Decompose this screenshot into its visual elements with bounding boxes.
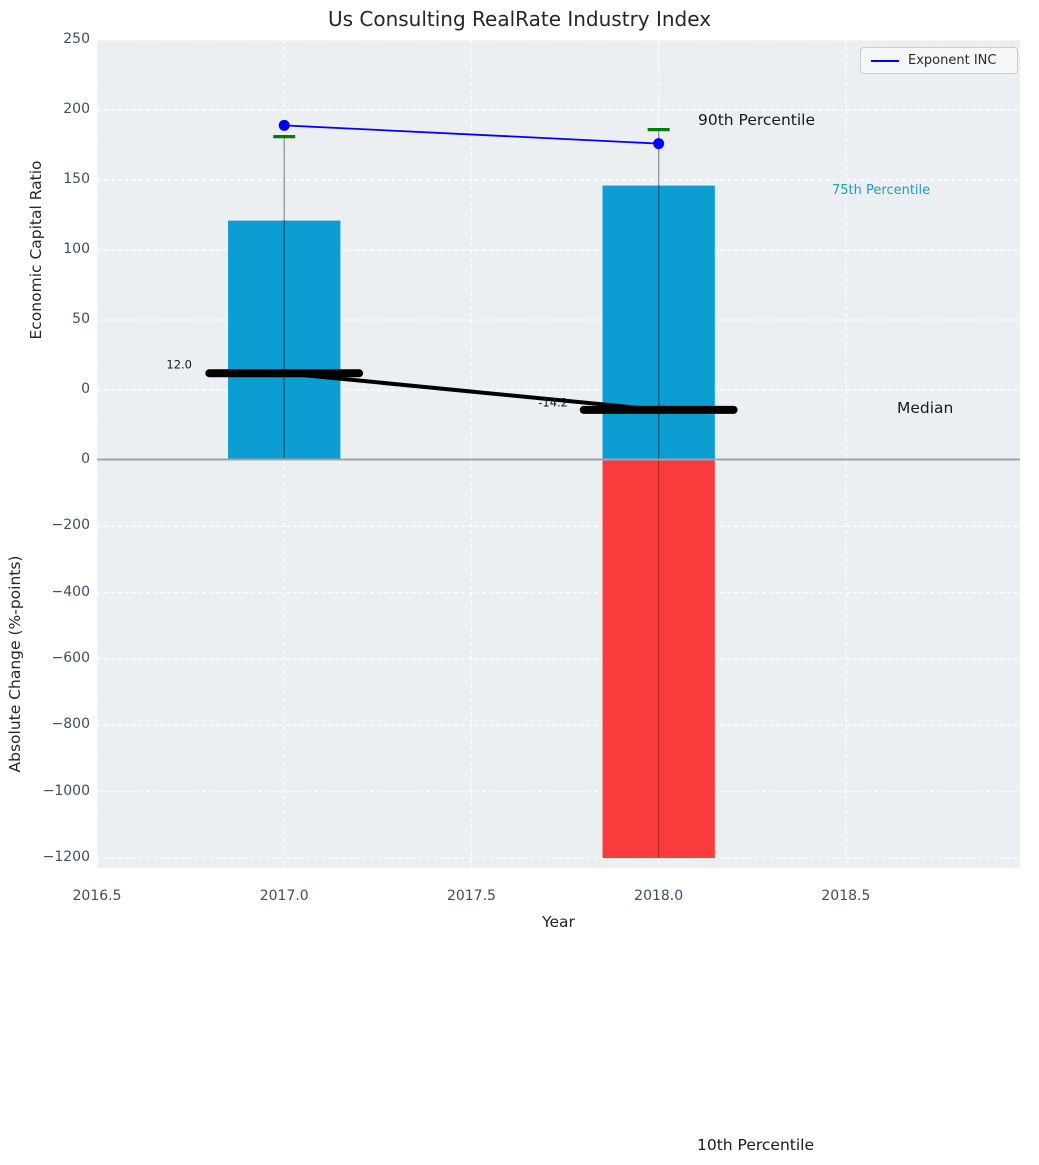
y-tick-label-top: 150 [63,171,90,187]
y-tick-label-bottom: −200 [51,517,90,534]
y-tick-label-top: 200 [63,101,90,117]
x-tick-label: 2017.0 [259,888,309,904]
x-tick-label: 2018.0 [634,888,684,904]
annotation-label-median: Median [897,399,954,418]
y-tick-label-top: 50 [72,311,90,327]
y-tick-label-bottom: 0 [81,451,90,467]
y-axis-label-bottom: Absolute Change (%-points) [6,555,24,773]
annotation-median-value-2018: -14.2 [538,395,568,410]
y-tick-label-bottom: −400 [51,583,90,600]
y-tick-label-top: 250 [63,31,90,47]
bottom-panel-background [97,460,1020,868]
y-tick-label-bottom: −800 [51,716,90,733]
y-tick-label-top: 100 [63,241,90,257]
annotation-label-90th: 90th Percentile [698,111,816,130]
y-tick-label-bottom: −1000 [42,782,90,799]
x-axis-label: Year [542,913,575,931]
annotation-label-75th: 75th Percentile [832,182,931,198]
y-axis-label-top: Economic Capital Ratio [27,160,45,340]
exponent-line [284,124,659,145]
annotation-label-10th: 10th Percentile [697,1136,815,1155]
x-tick-label: 2016.5 [72,888,122,904]
bar-75th-percentile [228,220,341,460]
legend: Exponent INC [860,47,1018,74]
x-tick-label: 2018.5 [821,888,871,904]
exponent-point [653,138,665,150]
annotation-median-value-2017: 12.0 [166,357,192,372]
y-tick-label-top: 0 [81,381,90,397]
exponent-point [278,119,290,131]
bar-absolute-change [602,460,715,859]
legend-label: Exponent INC [908,53,997,68]
median-connector-line [284,371,659,412]
bar-75th-percentile [602,185,715,460]
chart-title: Us Consulting RealRate Industry Index [327,7,712,31]
y-tick-label-bottom: −600 [51,650,90,667]
x-tick-label: 2017.5 [446,888,496,904]
legend-line-sample-icon [871,59,899,62]
y-tick-label-bottom: −1200 [42,849,90,866]
